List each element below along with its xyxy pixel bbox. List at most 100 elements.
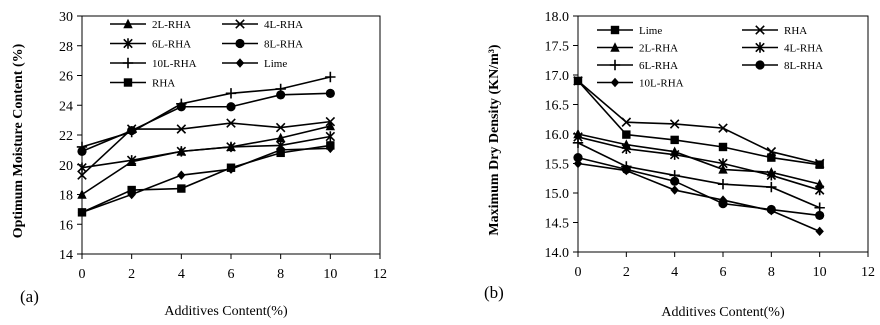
data-point-rha-a — [127, 185, 136, 195]
series-lime-a — [77, 143, 335, 218]
plot-frame-a — [81, 15, 381, 255]
legend-b: Lime RHA 2L-RHA 4L-RHA 6L-RHA 8L-RHA 10L-RHA — [597, 25, 823, 90]
legend-item-2l-rha-b: 2L-RHA — [597, 42, 678, 55]
y-tick-label-b: 16.5 — [545, 99, 570, 114]
legend-item-lime-b: Lime — [597, 25, 662, 37]
data-point-10l-rha-b — [622, 165, 631, 176]
data-point-4l-rha-b — [766, 170, 777, 181]
series-line-8l-rha-b — [577, 156, 820, 217]
legend-label-6l-rha-a: 6L-RHA — [152, 39, 191, 51]
data-point-rha-b — [621, 117, 632, 127]
legend-label-4l-rha-a: 4L-RHA — [264, 19, 303, 31]
y-tick-label-a: 26 — [59, 70, 73, 85]
series-rha-a — [77, 141, 335, 217]
x-tick-label-a: 10 — [323, 267, 337, 282]
y-tick-label-b: 14.5 — [545, 217, 570, 232]
data-point-rha-b — [573, 76, 583, 86]
data-point-10l-rha-a — [126, 126, 137, 138]
data-point-rha-a — [326, 141, 335, 150]
series-line-10l-rha-a — [81, 76, 331, 148]
series-10l-rha-a — [76, 71, 336, 153]
data-point-8l-rha-b — [573, 153, 583, 163]
x-axis-label-b: Additives Content(%) — [661, 305, 785, 320]
legend-marker-rha-b — [755, 25, 765, 35]
legend-label-10l-rha-a: 10L-RHA — [152, 58, 197, 70]
x-tick-label-b: 4 — [671, 265, 678, 280]
series-line-10l-rha-b — [577, 162, 820, 233]
y-tick-label-b: 17.0 — [545, 69, 570, 84]
y-tick-label-b: 15.5 — [545, 158, 570, 173]
series-line-6l-rha-a — [81, 135, 331, 169]
data-point-lime-b — [815, 160, 824, 169]
y-tick-label-a: 24 — [59, 99, 73, 114]
data-point-4l-rha-b — [814, 184, 825, 196]
x-tick-label-b: 2 — [623, 265, 630, 280]
legend-marker-2l-rha-a — [123, 18, 133, 29]
series-line-2l-rha-b — [577, 133, 820, 185]
legend-item-10l-rha-b: 10L-RHA — [597, 78, 684, 90]
data-point-10l-rha-a — [275, 83, 286, 95]
data-point-lime-b — [622, 130, 631, 139]
legend-marker-6l-rha-a — [123, 38, 133, 49]
data-point-rha-b — [814, 158, 825, 169]
data-point-6l-rha-b — [572, 137, 584, 149]
legend-marker-8l-rha-a — [235, 38, 245, 49]
series-2l-rha-a — [77, 120, 336, 199]
data-point-10l-rha-a — [76, 141, 88, 153]
series-6l-rha-b — [572, 137, 825, 213]
y-tick-label-b: 16.0 — [545, 128, 570, 143]
legend-item-6l-rha-b: 6L-RHA — [597, 59, 678, 72]
chart-panel-b: 14.0 14.5 15.0 15.5 16.0 16.5 17.0 17.5 18.0 0 2 4 6… — [484, 10, 875, 320]
legend-marker-8l-rha-b — [755, 60, 765, 70]
data-point-2l-rha-b — [814, 178, 825, 189]
y-tick-label-a: 16 — [59, 218, 73, 233]
legend-item-4l-rha-b: 4L-RHA — [742, 42, 823, 55]
data-point-rha-b — [669, 119, 680, 129]
data-point-4l-rha-a — [325, 116, 336, 127]
data-point-4l-rha-b — [718, 158, 728, 169]
legend-label-8l-rha-b: 8L-RHA — [784, 60, 823, 72]
plot-frame-b — [577, 15, 869, 253]
y-tick-label-a: 30 — [59, 10, 73, 25]
legend-item-rha-b: RHA — [742, 25, 807, 37]
data-point-6l-rha-a — [126, 155, 137, 166]
data-point-8l-rha-b — [670, 176, 680, 186]
legend-item-8l-rha-b: 8L-RHA — [742, 60, 823, 72]
y-tick-label-a: 28 — [59, 40, 73, 55]
data-point-8l-rha-a — [325, 88, 335, 98]
y-axis-label-a: Optimum Moisture Content (%) — [11, 43, 26, 238]
x-tick-label-b: 10 — [813, 265, 827, 280]
legend-marker-4l-rha-b — [755, 42, 765, 53]
data-point-10l-rha-b — [670, 185, 679, 195]
y-tick-label-a: 14 — [59, 248, 73, 263]
y-tick-label-b: 14.0 — [545, 246, 570, 261]
data-point-10l-rha-b — [573, 158, 583, 169]
legend-marker-4l-rha-a — [235, 19, 245, 29]
data-point-10l-rha-a — [225, 88, 237, 99]
data-point-rha-a — [77, 208, 87, 217]
data-point-4l-rha-a — [176, 124, 187, 134]
data-point-rha-a — [226, 163, 236, 172]
legend-item-4l-rha-a: 4L-RHA — [222, 19, 303, 31]
y-tick-label-a: 18 — [59, 189, 73, 204]
data-point-6l-rha-b — [766, 181, 777, 193]
legend-a: 2L-RHA 4L-RHA 6L-RHA 8L-RHA 10L-RHA Lime RHA — [110, 18, 303, 90]
legend-item-rha-a: RHA — [110, 78, 175, 90]
legend-item-10l-rha-a: 10L-RHA — [110, 57, 197, 70]
data-point-6l-rha-a — [77, 162, 87, 173]
legend-marker-lime-a — [235, 58, 245, 68]
series-line-rha-a — [81, 144, 331, 214]
legend-marker-6l-rha-b — [609, 59, 621, 71]
legend-item-8l-rha-a: 8L-RHA — [222, 39, 303, 51]
data-point-rha-b — [718, 123, 728, 133]
data-point-6l-rha-a — [226, 141, 236, 153]
x-tick-label-a: 2 — [128, 267, 135, 282]
legend-label-lime-b: Lime — [639, 25, 662, 37]
series-8l-rha-b — [573, 153, 825, 221]
x-tick-label-b: 12 — [861, 265, 875, 280]
legend-label-lime-a: Lime — [264, 58, 287, 70]
data-point-6l-rha-a — [325, 131, 336, 142]
legend-label-2l-rha-a: 2L-RHA — [152, 19, 191, 31]
legend-item-2l-rha-a: 2L-RHA — [110, 18, 191, 31]
